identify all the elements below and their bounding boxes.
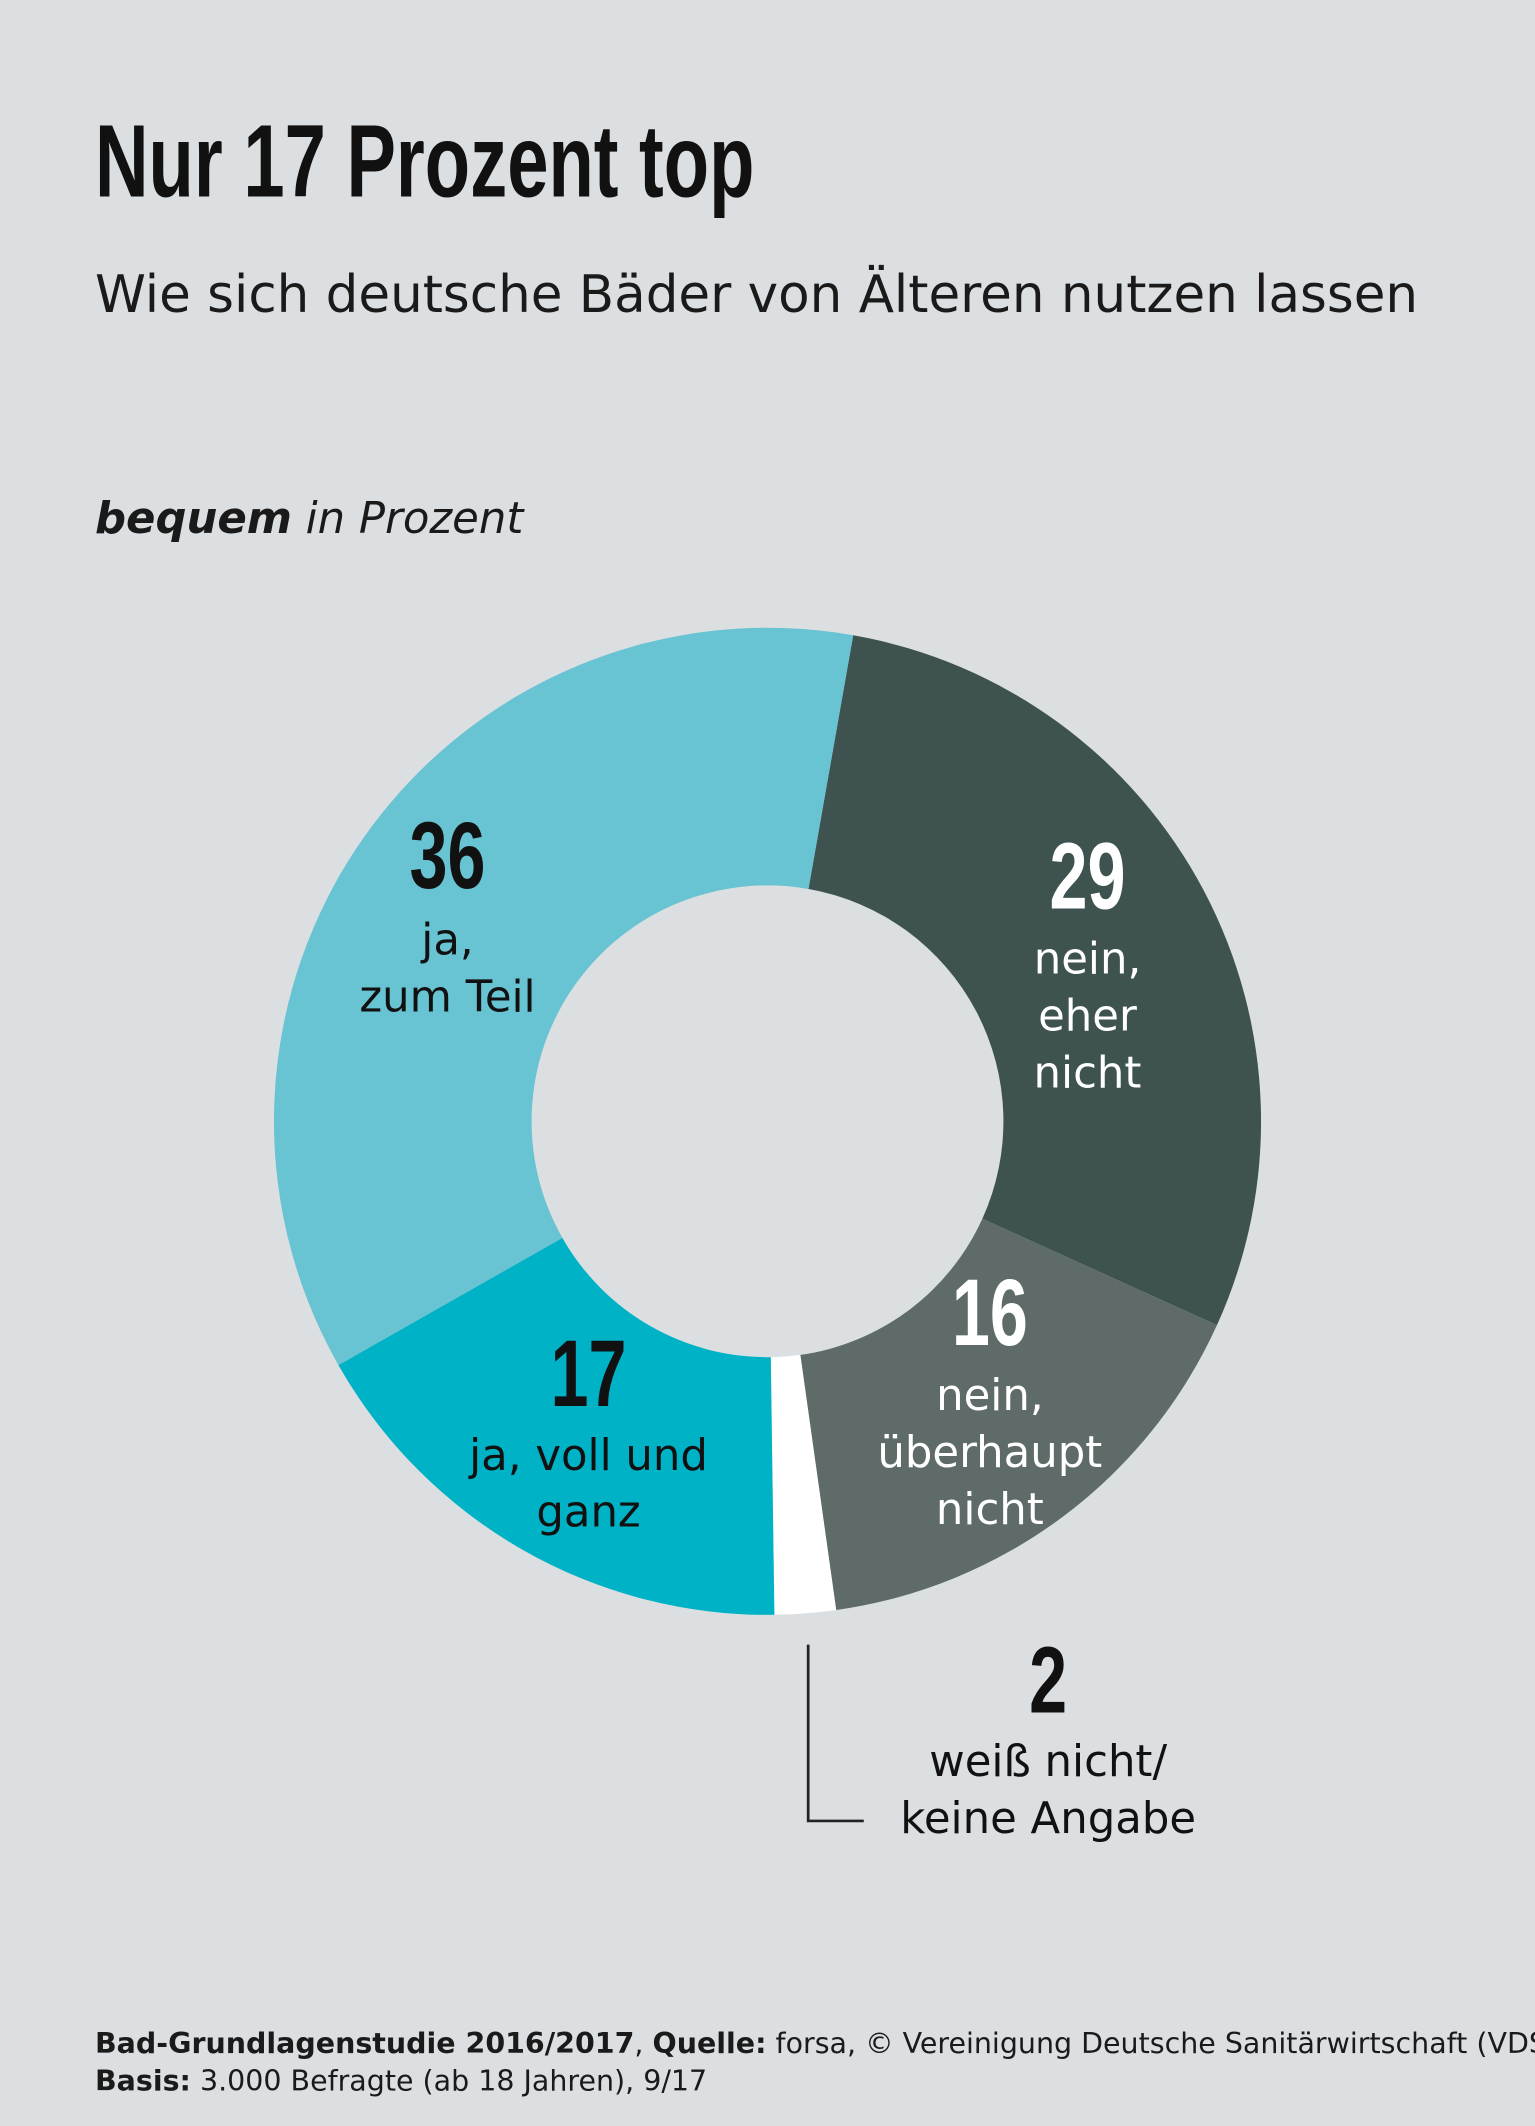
measure: bequem xyxy=(95,494,292,544)
donut xyxy=(273,627,1262,1615)
category-label: ja, zum Teil xyxy=(359,916,535,1023)
footer: Bad-Grundlagenstudie 2016/2017, Quelle: … xyxy=(95,2027,1535,2098)
category-label: nein, überhaupt nicht xyxy=(877,1371,1102,1535)
label-line: nein, xyxy=(1034,935,1142,985)
label-line: eher xyxy=(1038,991,1137,1041)
label-line: nicht xyxy=(1034,1048,1142,1098)
footer-segment: 3.000 Befragte (ab 18 Jahren), 9/17 xyxy=(191,2065,707,2098)
value-label: 29 xyxy=(1049,822,1125,929)
footer-segment: forsa, © Vereinigung Deutsche Sanitärwir… xyxy=(767,2027,1535,2060)
donut-segment xyxy=(800,1218,1217,1611)
category-label: nein, eher nicht xyxy=(1034,935,1142,1099)
chart-title: Nur 17 Prozent top xyxy=(95,105,754,220)
donut-segment xyxy=(273,627,854,1366)
chart-subtitle: Wie sich deutsche Bäder von Älteren nutz… xyxy=(95,264,1418,325)
footer-line: Basis: 3.000 Befragte (ab 18 Jahren), 9/… xyxy=(95,2065,707,2098)
label-line: weiß nicht/ xyxy=(929,1737,1167,1787)
value-label: 2 xyxy=(1029,1626,1067,1733)
unit-note: bequem in Prozent xyxy=(95,494,525,544)
value-label: 17 xyxy=(551,1320,627,1427)
leader-line xyxy=(806,1644,864,1823)
donut-segment xyxy=(808,635,1262,1326)
label-line: zum Teil xyxy=(359,972,535,1022)
label-line: ja, xyxy=(420,916,473,966)
label-line: überhaupt xyxy=(877,1428,1102,1478)
footer-segment: Quelle: xyxy=(653,2027,767,2060)
footer-segment: Bad-Grundlagenstudie 2016/2017 xyxy=(95,2027,634,2060)
label-line: nein, xyxy=(936,1371,1044,1421)
category-label: ja, voll und ganz xyxy=(468,1431,708,1538)
unit: in Prozent xyxy=(306,494,526,544)
label-line: nicht xyxy=(936,1485,1044,1535)
donut-segment xyxy=(338,1237,775,1615)
footer-segment: , xyxy=(634,2027,652,2060)
label-line: ja, voll und xyxy=(468,1431,708,1481)
donut-segment xyxy=(770,1354,837,1615)
label-line: ganz xyxy=(536,1488,640,1538)
label-line: keine Angabe xyxy=(900,1794,1196,1844)
value-label: 16 xyxy=(952,1259,1028,1366)
category-label: weiß nicht/keine Angabe xyxy=(900,1737,1196,1844)
value-label: 36 xyxy=(410,802,486,909)
footer-line: Bad-Grundlagenstudie 2016/2017, Quelle: … xyxy=(95,2027,1535,2060)
footer-segment: Basis: xyxy=(95,2065,191,2098)
